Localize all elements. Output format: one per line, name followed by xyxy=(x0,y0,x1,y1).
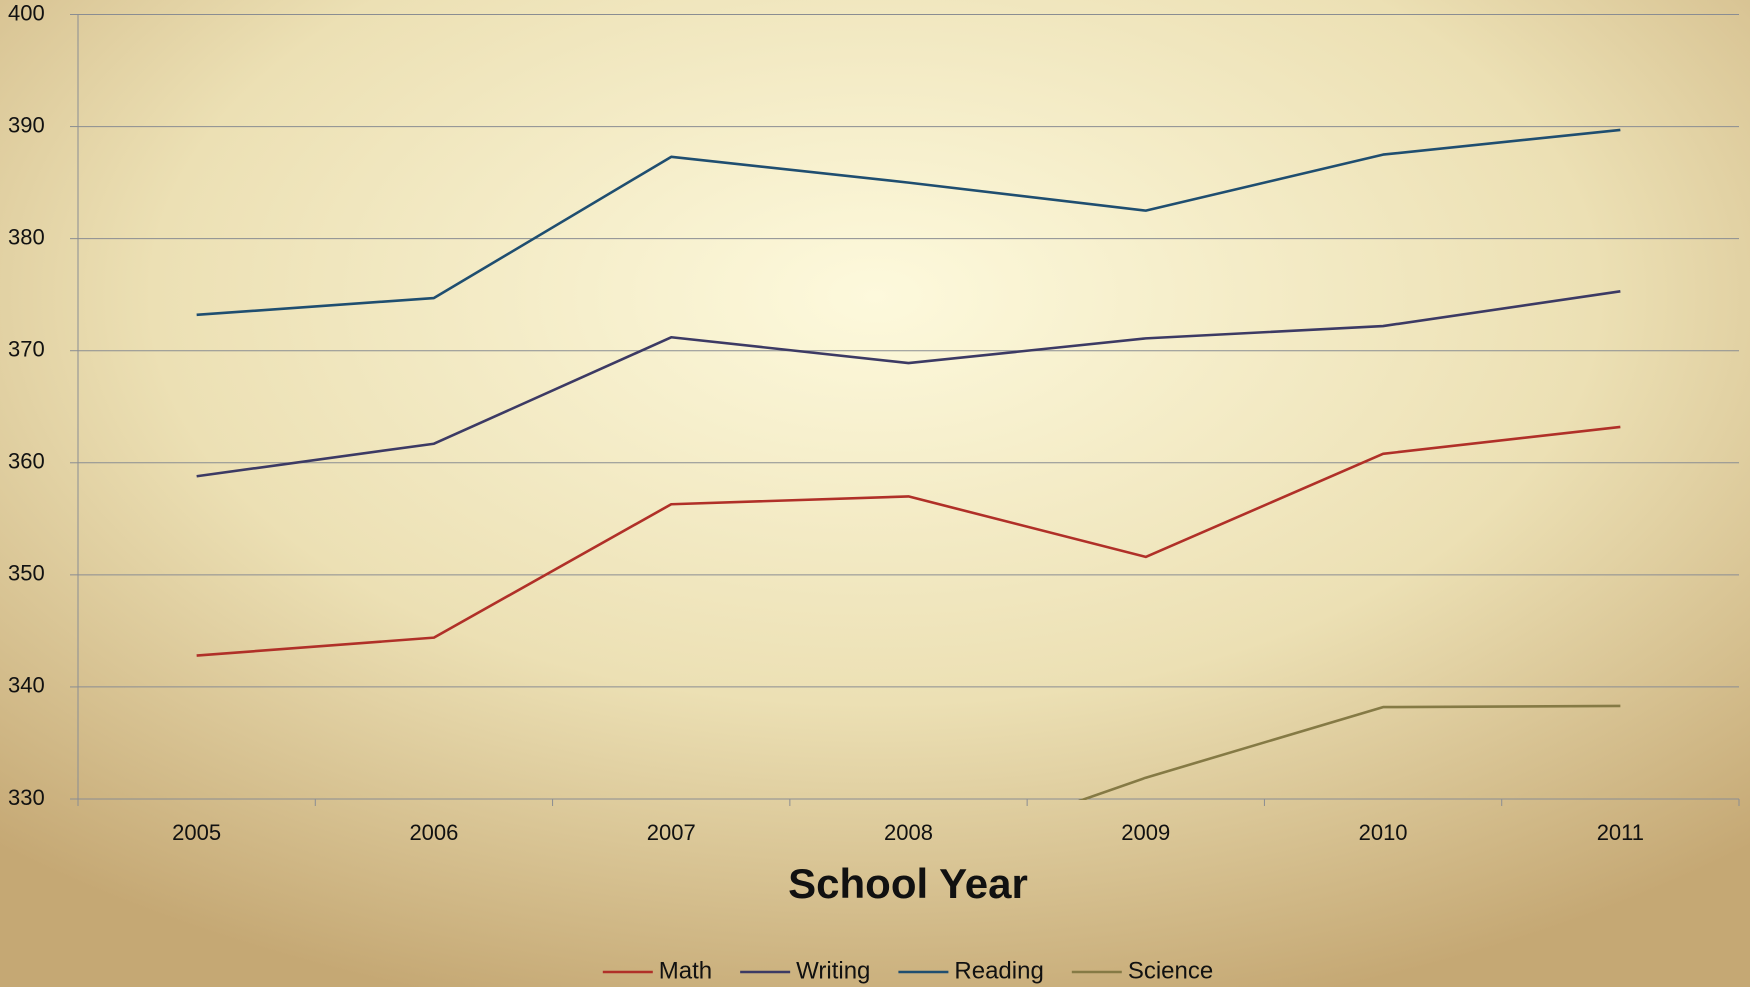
x-tick-label: 2007 xyxy=(647,820,696,845)
x-tick-label: 2008 xyxy=(884,820,933,845)
y-tick-label: 340 xyxy=(8,673,45,698)
x-axis-title: School Year xyxy=(788,860,1028,907)
x-tick-label: 2009 xyxy=(1121,820,1170,845)
y-tick-label: 330 xyxy=(8,785,45,810)
series-line xyxy=(196,290,1621,478)
legend-label: Science xyxy=(1128,957,1213,984)
y-tick-label: 370 xyxy=(8,337,45,362)
y-tick-label: 360 xyxy=(8,449,45,474)
series-line xyxy=(196,128,1621,317)
series-line xyxy=(1078,704,1621,800)
legend-label: Math xyxy=(659,957,712,984)
x-tick-label: 2005 xyxy=(172,820,221,845)
legend-label: Reading xyxy=(954,957,1043,984)
y-tick-label: 380 xyxy=(8,224,45,249)
x-tick-label: 2010 xyxy=(1359,820,1408,845)
series-line xyxy=(196,425,1621,657)
y-tick-label: 350 xyxy=(8,561,45,586)
legend: Math Writing Reading Science xyxy=(602,957,1213,984)
plot-area xyxy=(196,128,1621,800)
x-tick-label: 2011 xyxy=(1597,820,1644,845)
y-tick-label: 400 xyxy=(8,0,45,25)
y-tick-label: 390 xyxy=(8,112,45,137)
x-tick-label: 2006 xyxy=(409,820,458,845)
legend-label: Writing xyxy=(796,957,870,984)
